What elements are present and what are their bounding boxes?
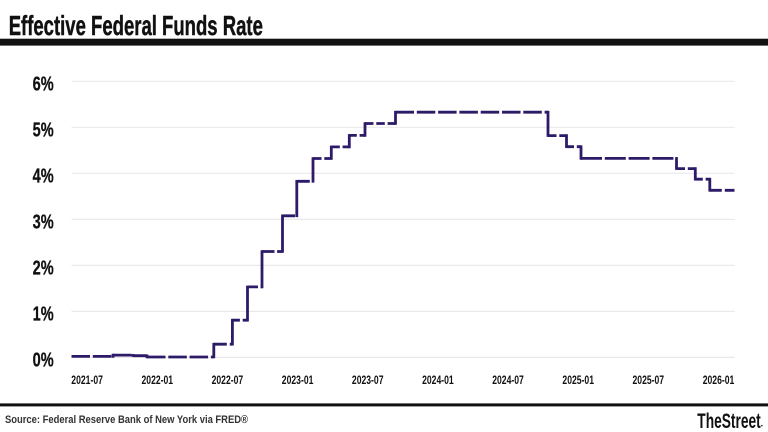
svg-text:Effective Federal Funds Rate: Effective Federal Funds Rate bbox=[9, 12, 263, 43]
svg-text:2022-01: 2022-01 bbox=[142, 374, 174, 388]
svg-text:3%: 3% bbox=[33, 210, 54, 233]
svg-text:2022-07: 2022-07 bbox=[212, 374, 244, 388]
svg-text:2025-01: 2025-01 bbox=[562, 374, 594, 388]
svg-text:2023-01: 2023-01 bbox=[282, 374, 314, 388]
svg-text:2021-07: 2021-07 bbox=[71, 374, 103, 388]
svg-text:2024-01: 2024-01 bbox=[422, 374, 454, 388]
svg-text:2026-01: 2026-01 bbox=[703, 374, 735, 388]
svg-text:Source: Federal Reserve Bank o: Source: Federal Reserve Bank of New York… bbox=[5, 414, 248, 426]
svg-text:2024-07: 2024-07 bbox=[492, 374, 524, 388]
svg-text:TheStreet: TheStreet bbox=[697, 409, 760, 432]
svg-text:1%: 1% bbox=[33, 302, 54, 325]
svg-text:2023-07: 2023-07 bbox=[352, 374, 384, 388]
svg-text:2%: 2% bbox=[33, 256, 54, 279]
svg-text:0%: 0% bbox=[33, 348, 54, 371]
svg-text:6%: 6% bbox=[33, 72, 54, 95]
svg-text:5%: 5% bbox=[33, 118, 54, 141]
svg-text:4%: 4% bbox=[33, 164, 54, 187]
svg-text:2025-07: 2025-07 bbox=[633, 374, 665, 388]
